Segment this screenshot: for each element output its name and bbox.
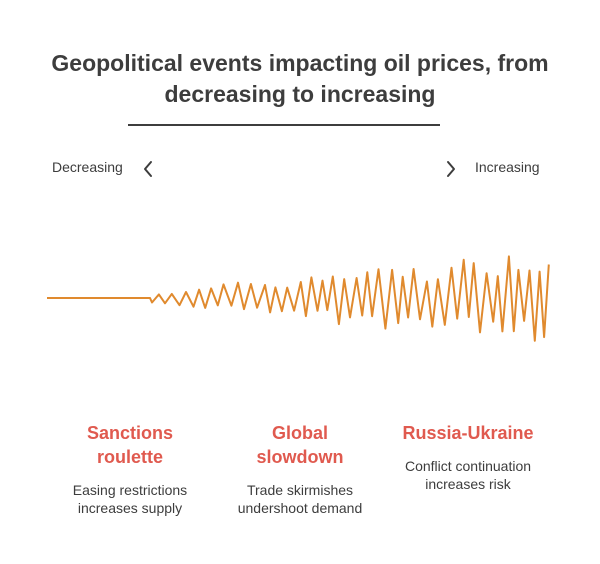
chevron-right-icon xyxy=(447,161,455,177)
title-line-2: decreasing to increasing xyxy=(164,81,436,107)
event-title-russia-ukraine: Russia-Ukraine xyxy=(402,423,534,443)
volatility-wave-line xyxy=(47,255,550,342)
event-desc-russia-ukraine: Conflict continuation increases risk xyxy=(404,458,532,492)
page-title: Geopolitical events impacting oil prices… xyxy=(0,48,600,110)
event-desc-global-slowdown: Trade skirmishes undershoot demand xyxy=(237,482,363,516)
decreasing-label: Decreasing xyxy=(52,159,123,175)
title-line-1: Geopolitical events impacting oil prices… xyxy=(51,50,549,76)
event-desc-sanctions: Easing restrictions increases supply xyxy=(72,482,188,516)
chevron-left-icon xyxy=(144,161,152,177)
event-title-global-slowdown: Global slowdown xyxy=(256,423,344,467)
volatility-wave xyxy=(47,255,550,342)
title-divider xyxy=(128,124,440,126)
event-title-sanctions: Sanctions roulette xyxy=(86,423,174,467)
increasing-label: Increasing xyxy=(475,159,540,175)
